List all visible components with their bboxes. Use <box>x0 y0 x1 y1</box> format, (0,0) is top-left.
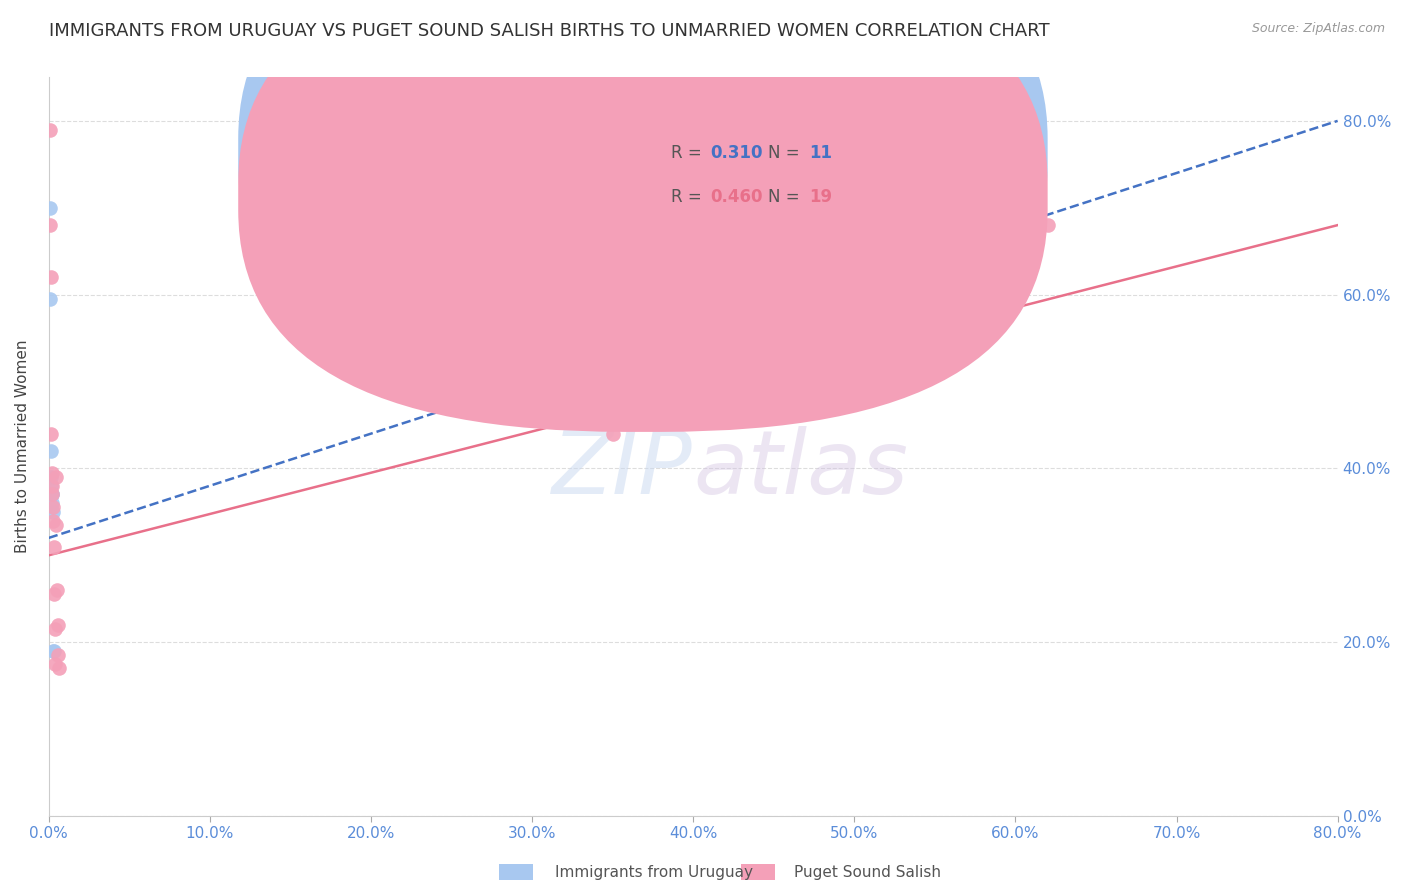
Point <box>39 218 62 232</box>
Point <box>48 648 70 663</box>
Text: IMMIGRANTS FROM URUGUAY VS PUGET SOUND SALISH BIRTHS TO UNMARRIED WOMEN CORRELAT: IMMIGRANTS FROM URUGUAY VS PUGET SOUND S… <box>49 22 1050 40</box>
Point <box>39 444 62 458</box>
Point <box>42 514 65 528</box>
Text: N =: N = <box>768 144 804 161</box>
Text: Puget Sound Salish: Puget Sound Salish <box>794 865 942 880</box>
Point <box>41 487 63 501</box>
Bar <box>499 864 533 880</box>
Point <box>42 644 65 658</box>
Point <box>44 657 66 671</box>
Point <box>39 201 62 215</box>
FancyBboxPatch shape <box>609 111 868 225</box>
Text: atlas: atlas <box>693 425 908 512</box>
Point <box>41 466 63 480</box>
Point <box>48 661 70 675</box>
Text: 19: 19 <box>810 188 832 206</box>
Text: Source: ZipAtlas.com: Source: ZipAtlas.com <box>1251 22 1385 36</box>
Point <box>42 505 65 519</box>
Text: 0.460: 0.460 <box>710 188 762 206</box>
Point <box>42 500 65 515</box>
Text: ZIP: ZIP <box>553 425 693 512</box>
Point <box>44 587 66 601</box>
Text: R =: R = <box>671 188 707 206</box>
Text: 0.310: 0.310 <box>710 144 762 161</box>
Text: R =: R = <box>671 144 707 161</box>
FancyBboxPatch shape <box>238 0 1047 432</box>
Point <box>41 496 63 510</box>
Point <box>42 540 65 554</box>
Point <box>39 426 62 441</box>
Point <box>39 122 62 136</box>
Point <box>42 644 65 658</box>
Point <box>44 622 66 636</box>
Point <box>39 470 62 484</box>
Point <box>41 487 63 501</box>
Bar <box>741 864 775 880</box>
Point <box>46 617 69 632</box>
Point <box>602 426 624 441</box>
Text: Immigrants from Uruguay: Immigrants from Uruguay <box>555 865 754 880</box>
Point <box>45 582 67 597</box>
Point <box>39 270 62 285</box>
FancyBboxPatch shape <box>238 0 1047 388</box>
Point <box>39 479 62 493</box>
Point <box>41 479 63 493</box>
Point <box>39 292 62 306</box>
Y-axis label: Births to Unmarried Women: Births to Unmarried Women <box>15 340 30 553</box>
Text: N =: N = <box>768 188 804 206</box>
Point <box>1036 218 1059 232</box>
Point <box>45 470 67 484</box>
Point <box>44 517 66 532</box>
Point <box>41 487 63 501</box>
Text: 11: 11 <box>810 144 832 161</box>
